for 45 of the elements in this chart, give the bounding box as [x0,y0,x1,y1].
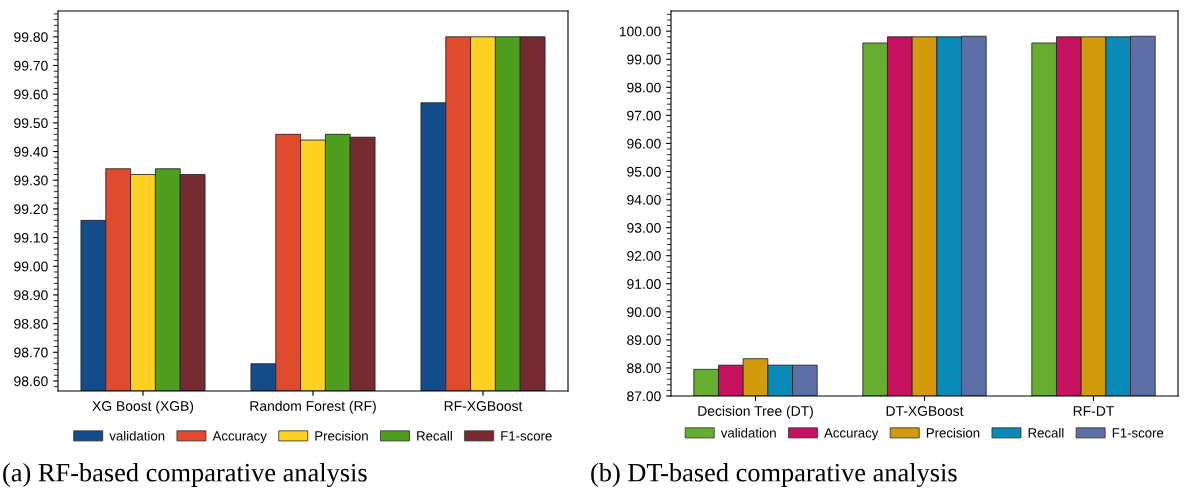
y-tick-label: 96.00 [627,138,661,149]
legend-label: Recall [1028,427,1064,438]
y-tick-label: 87.00 [627,391,661,402]
y-tick-label: 99.10 [14,232,48,243]
x-tick-label: RF-DT [1073,406,1115,416]
legend-label: F1-score [501,431,552,441]
y-tick-label: 90.00 [627,307,661,317]
y-tick-label: 91.00 [627,279,661,289]
x-tick-label: Decision Tree (DT) [698,405,813,419]
y-tick-label: 98.80 [14,318,48,329]
legend-label: Precision [315,430,368,441]
y-tick-label: 97.00 [627,110,661,121]
legend-label: Accuracy [824,428,879,441]
y-tick-label: 100.00 [619,26,661,37]
x-tick-label: DT-XGBoost [886,406,964,416]
legend-label: Accuracy [212,431,267,444]
y-tick-label: 95.00 [627,166,661,177]
y-tick-label: 98.70 [14,347,48,358]
y-tick-label: 92.00 [627,251,661,261]
legend-label: Precision [926,427,980,438]
legend-label: Recall [417,430,452,441]
legend-label: validation [720,427,776,438]
y-tick-label: 98.90 [14,290,48,301]
y-tick-label: 93.00 [627,222,661,233]
x-tick-label: RF-XGBoost [444,401,523,411]
y-tick-label: 99.70 [14,60,48,71]
text: (b) DT-based comparative analysis [591,463,957,487]
y-tick-label: 99.80 [14,32,48,42]
legend-label: validation [109,430,165,441]
y-tick-label: 99.20 [14,204,48,215]
y-tick-label: 88.00 [627,363,661,374]
text: (a) RF-based comparative analysis [3,463,367,487]
y-tick-label: 98.60 [14,376,48,387]
y-tick-label: 94.00 [627,194,661,205]
y-tick-label: 99.60 [14,89,48,100]
y-tick-label: 99.50 [14,118,48,129]
y-tick-label: 99.00 [14,261,48,272]
y-tick-label: 99.30 [14,175,48,186]
y-tick-label: 89.00 [627,335,661,346]
y-tick-label: 99.00 [627,54,661,65]
y-tick-label: 99.40 [14,146,48,157]
legend-label: F1-score [1112,428,1164,438]
x-tick-label: XG Boost (XGB) [92,400,194,414]
x-tick-label: Random Forest (RF) [250,400,376,414]
y-tick-label: 98.00 [627,82,661,93]
